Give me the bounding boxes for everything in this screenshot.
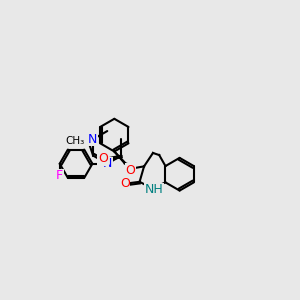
Text: O: O bbox=[98, 152, 108, 165]
Text: F: F bbox=[56, 169, 63, 182]
Text: CH₃: CH₃ bbox=[66, 136, 85, 146]
Text: O: O bbox=[120, 177, 130, 190]
Text: O: O bbox=[126, 164, 136, 177]
Text: N: N bbox=[103, 157, 112, 170]
Text: NH: NH bbox=[145, 183, 164, 196]
Text: N: N bbox=[88, 133, 97, 146]
